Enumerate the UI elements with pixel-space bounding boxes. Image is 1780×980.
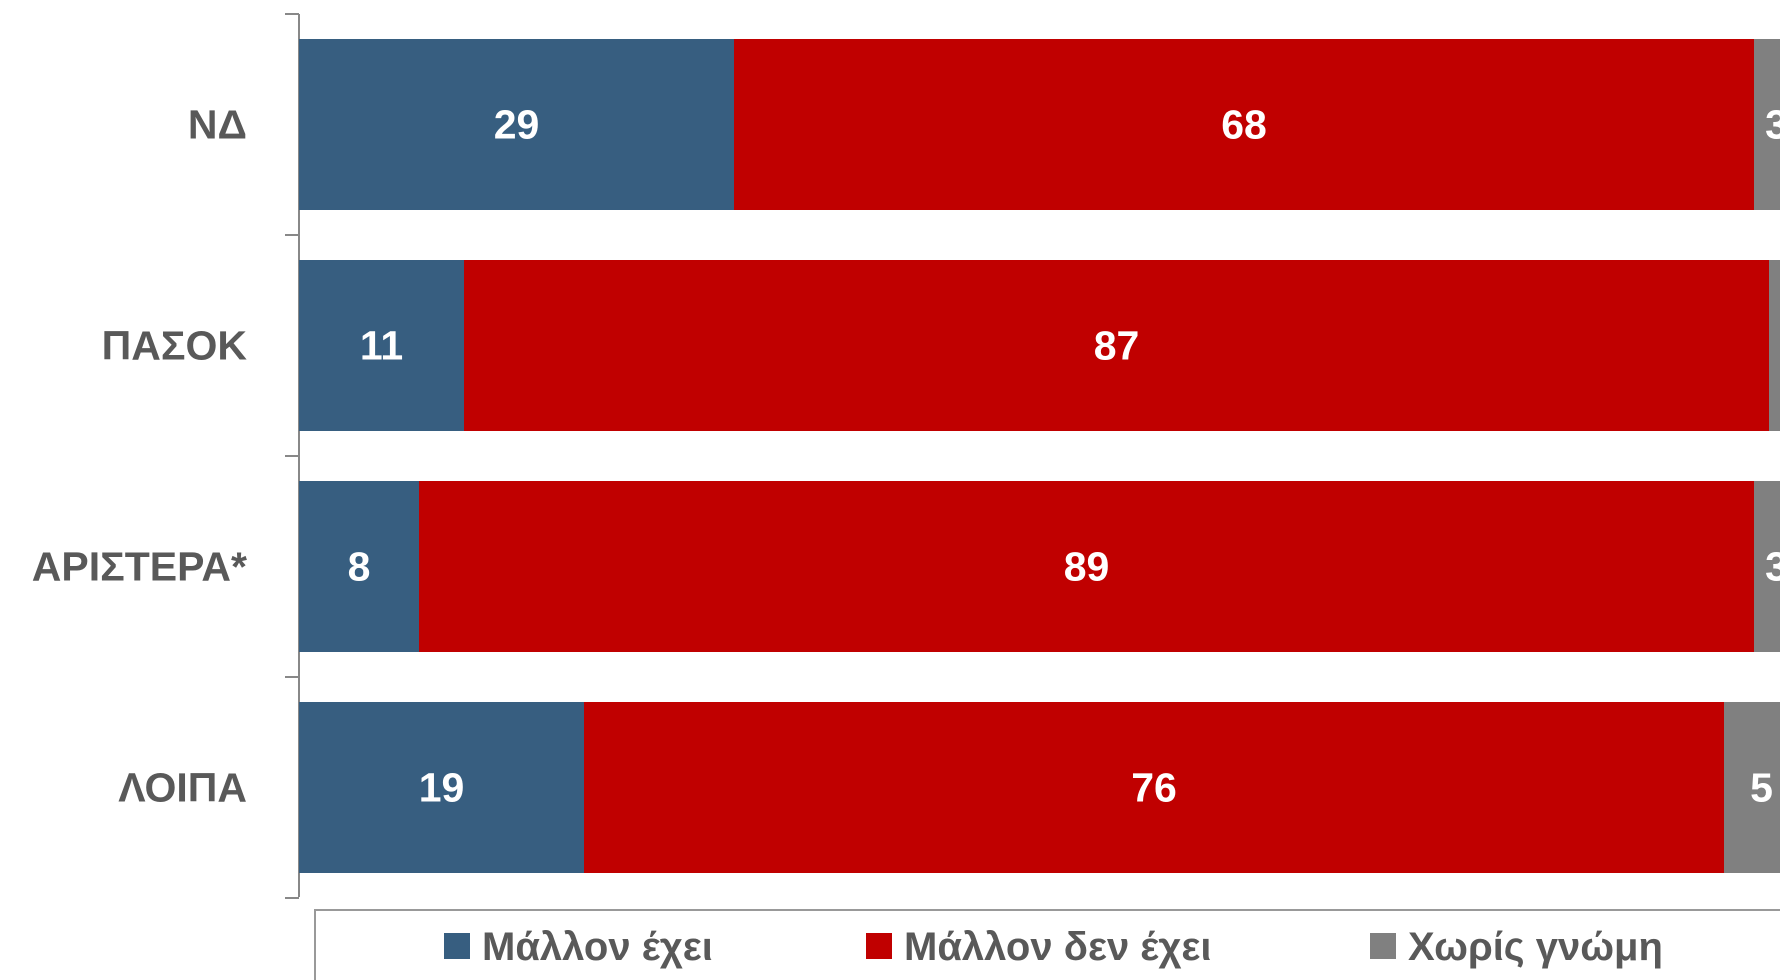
bar-segment	[419, 481, 1754, 652]
bar-segment	[734, 39, 1754, 210]
value-label: 8	[348, 544, 371, 590]
bar-segment	[1724, 702, 1780, 873]
legend-swatch	[444, 933, 470, 959]
value-label: 3	[1765, 102, 1780, 148]
bar-segment	[299, 39, 734, 210]
legend-label: Μάλλον δεν έχει	[904, 925, 1211, 969]
legend-swatch	[1370, 933, 1396, 959]
bar-segment	[584, 702, 1724, 873]
category-label: ΝΔ	[188, 102, 247, 148]
bar-segment	[1769, 260, 1780, 431]
bar-segment	[1754, 481, 1780, 652]
value-label: 5	[1750, 765, 1773, 811]
bar-segment	[299, 702, 584, 873]
value-label: 89	[1064, 544, 1110, 590]
bar-segment	[1754, 39, 1780, 210]
value-label: 3	[1765, 544, 1780, 590]
legend-label: Χωρίς γνώμη	[1408, 925, 1663, 969]
bar-segment	[464, 260, 1769, 431]
category-label: ΑΡΙΣΤΕΡΑ*	[32, 544, 247, 590]
legend-box	[314, 909, 1780, 980]
value-label: 19	[419, 765, 465, 811]
value-label: 68	[1221, 102, 1267, 148]
category-label: ΠΑΣΟΚ	[102, 323, 248, 369]
bar-segment	[299, 260, 464, 431]
value-label: 29	[494, 102, 540, 148]
legend-swatch	[866, 933, 892, 959]
value-label: 76	[1131, 765, 1177, 811]
value-label: 11	[360, 323, 403, 369]
category-label: ΛΟΙΠΑ	[118, 765, 247, 811]
bar-segment	[299, 481, 419, 652]
value-label: 87	[1094, 323, 1140, 369]
legend-label: Μάλλον έχει	[482, 925, 713, 969]
